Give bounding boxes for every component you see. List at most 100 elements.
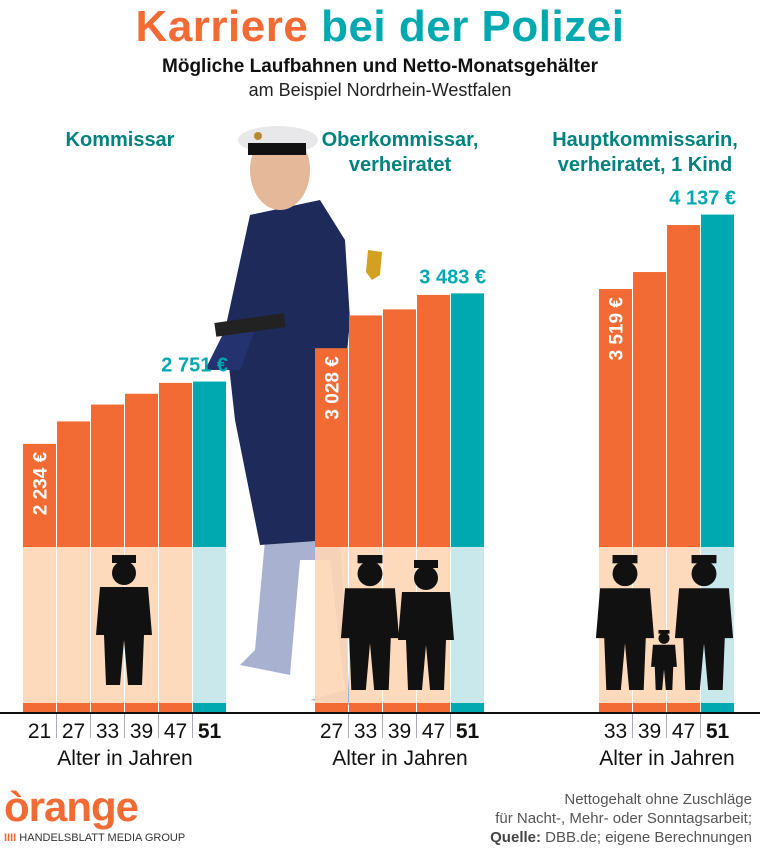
bar-base-51	[451, 703, 484, 713]
x-tick-label: 27	[62, 720, 85, 743]
bar-base-47	[667, 703, 700, 713]
x-tick-label: 51	[706, 720, 730, 743]
group-title-1: Kommissar	[65, 129, 175, 151]
pictogram-body	[651, 644, 677, 690]
pictogram-body	[398, 592, 454, 690]
bar-base-33	[349, 703, 382, 713]
footnote: Nettogehalt ohne Zuschläge für Nacht-, M…	[490, 790, 752, 847]
x-tick-label: 33	[604, 720, 627, 743]
pictogram-cap	[414, 560, 438, 568]
group-title-2-line2: verheiratet	[348, 154, 452, 176]
x-tick-label: 47	[164, 720, 187, 743]
pictogram-officer-woman	[595, 555, 655, 690]
bar-lower-51	[193, 547, 226, 703]
bar-base-39	[383, 703, 416, 713]
x-tick-label: 21	[28, 720, 51, 743]
group-title-3-line1: Hauptkommissarin,	[552, 129, 738, 151]
bar-33	[599, 289, 632, 547]
notebook	[214, 313, 286, 337]
footnote-line2: für Nacht-, Mehr- oder Sonntagsarbeit;	[495, 810, 752, 827]
x-tick-label: 39	[388, 720, 411, 743]
bar-39	[125, 393, 158, 547]
shoulder-badge	[366, 250, 382, 280]
bar-51	[451, 293, 484, 547]
cap-badge	[254, 132, 262, 140]
bar-base-51	[193, 703, 226, 713]
pictogram-body	[96, 587, 152, 685]
source-text: DBB.de; eigene Berechnungen	[545, 829, 752, 846]
group-title-3-line2: verheiratet, 1 Kind	[557, 154, 733, 176]
pictogram-body	[674, 588, 734, 690]
x-tick-label: 33	[96, 720, 119, 743]
bar-lower-51	[451, 547, 484, 703]
group-title-2-line1: Oberkommissar,	[321, 129, 479, 151]
bar-47	[417, 294, 450, 547]
subtitle: Mögliche Laufbahnen und Netto-Monatsgehä…	[162, 56, 598, 77]
bar-base-47	[417, 703, 450, 713]
pictogram-head	[691, 561, 717, 587]
group-title-3: Hauptkommissarin, verheiratet, 1 Kind	[530, 128, 760, 178]
x-tick-label: 39	[130, 720, 153, 743]
x-axis-label: Alter in Jahren	[57, 747, 192, 770]
value-label-last: 4 137 €	[669, 188, 736, 210]
bar-27	[315, 348, 348, 547]
pictogram-child	[651, 630, 677, 690]
pictogram-head	[414, 566, 438, 590]
bar-47	[159, 382, 192, 547]
x-tick-label: 47	[422, 720, 445, 743]
pictogram-body	[340, 588, 400, 690]
pictogram-cap	[658, 630, 670, 634]
title-part1: Karriere	[135, 2, 309, 51]
bar-base-33	[91, 703, 124, 713]
bar-base-39	[633, 703, 666, 713]
value-label-first: 2 234 €	[31, 451, 52, 515]
bar-base-47	[159, 703, 192, 713]
bar-lower-21	[23, 547, 56, 703]
police-trousers	[240, 540, 350, 705]
pictogram-man	[674, 555, 734, 690]
value-label-first: 3 519 €	[607, 297, 628, 361]
bar-21	[23, 443, 56, 547]
bar-base-27	[315, 703, 348, 713]
logo: òrange	[4, 783, 139, 830]
bar-27	[57, 421, 90, 547]
source: Quelle: DBB.de; eigene Berechnungen	[490, 828, 752, 847]
pictogram-cap	[112, 555, 136, 563]
bar-47	[667, 225, 700, 547]
logo-marks: IIII	[4, 832, 17, 844]
pictogram-head	[612, 561, 638, 587]
bar-39	[633, 272, 666, 547]
bar-51	[193, 381, 226, 547]
title-part2: bei der Polizei	[321, 2, 625, 51]
bar-lower-27	[57, 547, 90, 703]
bar-51	[701, 214, 734, 547]
bar-base-51	[701, 703, 734, 713]
pictogram-officer	[96, 555, 152, 685]
pictogram-cap	[612, 555, 638, 564]
cap-visor	[248, 143, 306, 155]
value-label-last: 2 751 €	[161, 355, 228, 377]
page-title: Karriere bei der Polizei	[0, 2, 760, 52]
logo-group: IIII HANDELSBLATT MEDIA GROUP	[4, 832, 185, 844]
pictogram-head	[658, 632, 670, 644]
pictogram-cap	[357, 555, 383, 564]
police-arm	[205, 330, 255, 370]
x-tick-label: 27	[320, 720, 343, 743]
value-label-last: 3 483 €	[419, 266, 486, 288]
bar-base-33	[599, 703, 632, 713]
x-axis-label: Alter in Jahren	[599, 747, 734, 770]
bar-base-39	[125, 703, 158, 713]
source-label: Quelle:	[490, 829, 541, 846]
pictogram-head	[357, 561, 383, 587]
x-axis-label: Alter in Jahren	[332, 747, 467, 770]
bar-base-27	[57, 703, 90, 713]
bar-base-21	[23, 703, 56, 713]
logo-group-text: HANDELSBLATT MEDIA GROUP	[19, 832, 186, 844]
pictogram-cap	[691, 555, 717, 564]
x-tick-label: 33	[354, 720, 377, 743]
footnote-line1: Nettogehalt ohne Zuschläge	[564, 791, 752, 808]
x-tick-label: 39	[638, 720, 661, 743]
group-title-2: Oberkommissar, verheiratet	[300, 128, 500, 178]
